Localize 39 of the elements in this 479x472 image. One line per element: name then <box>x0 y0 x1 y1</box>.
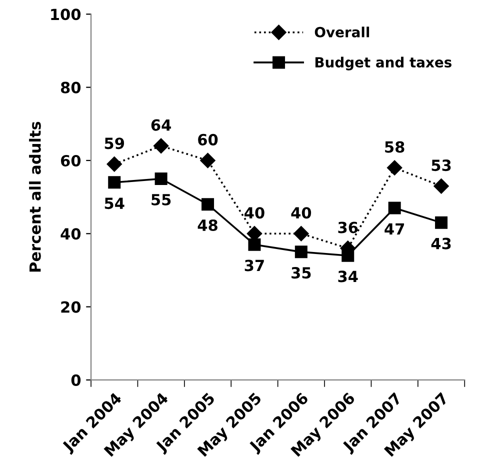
point <box>153 138 169 154</box>
data-label: 64 <box>151 119 171 131</box>
y-tick-label: 80 <box>60 82 81 94</box>
point <box>202 198 214 211</box>
point <box>342 249 354 262</box>
y-tick-label: 100 <box>51 8 81 20</box>
point <box>106 156 122 172</box>
y-tick-label: 0 <box>71 374 81 386</box>
data-label: 40 <box>244 207 264 219</box>
point <box>108 176 121 189</box>
data-label: 48 <box>198 219 218 232</box>
data-label: 36 <box>338 222 358 234</box>
point <box>154 172 168 186</box>
legend-label: Overall <box>314 26 370 38</box>
y-tick-label: 20 <box>61 301 81 313</box>
data-label: 54 <box>104 198 124 210</box>
data-label: 43 <box>431 238 451 250</box>
y-axis-title: Percent all adults <box>29 122 41 272</box>
point <box>388 202 401 214</box>
point <box>387 160 402 176</box>
data-label: 55 <box>152 194 171 206</box>
data-label: 34 <box>338 270 358 282</box>
point <box>434 178 449 194</box>
data-label: 47 <box>384 223 404 234</box>
data-label: 37 <box>244 260 264 272</box>
data-label: 53 <box>432 160 451 172</box>
data-label: 60 <box>198 134 218 146</box>
legend-label: Budget and taxes <box>315 56 452 70</box>
data-label: 35 <box>292 267 311 279</box>
point <box>294 226 309 242</box>
point <box>200 152 216 168</box>
point <box>294 246 308 258</box>
point <box>435 216 448 229</box>
data-label: 59 <box>104 138 124 150</box>
y-tick-label: 60 <box>60 154 81 166</box>
point <box>248 238 261 251</box>
data-label: 58 <box>385 141 404 153</box>
data-label: 40 <box>291 207 312 219</box>
y-tick-label: 40 <box>60 228 81 240</box>
